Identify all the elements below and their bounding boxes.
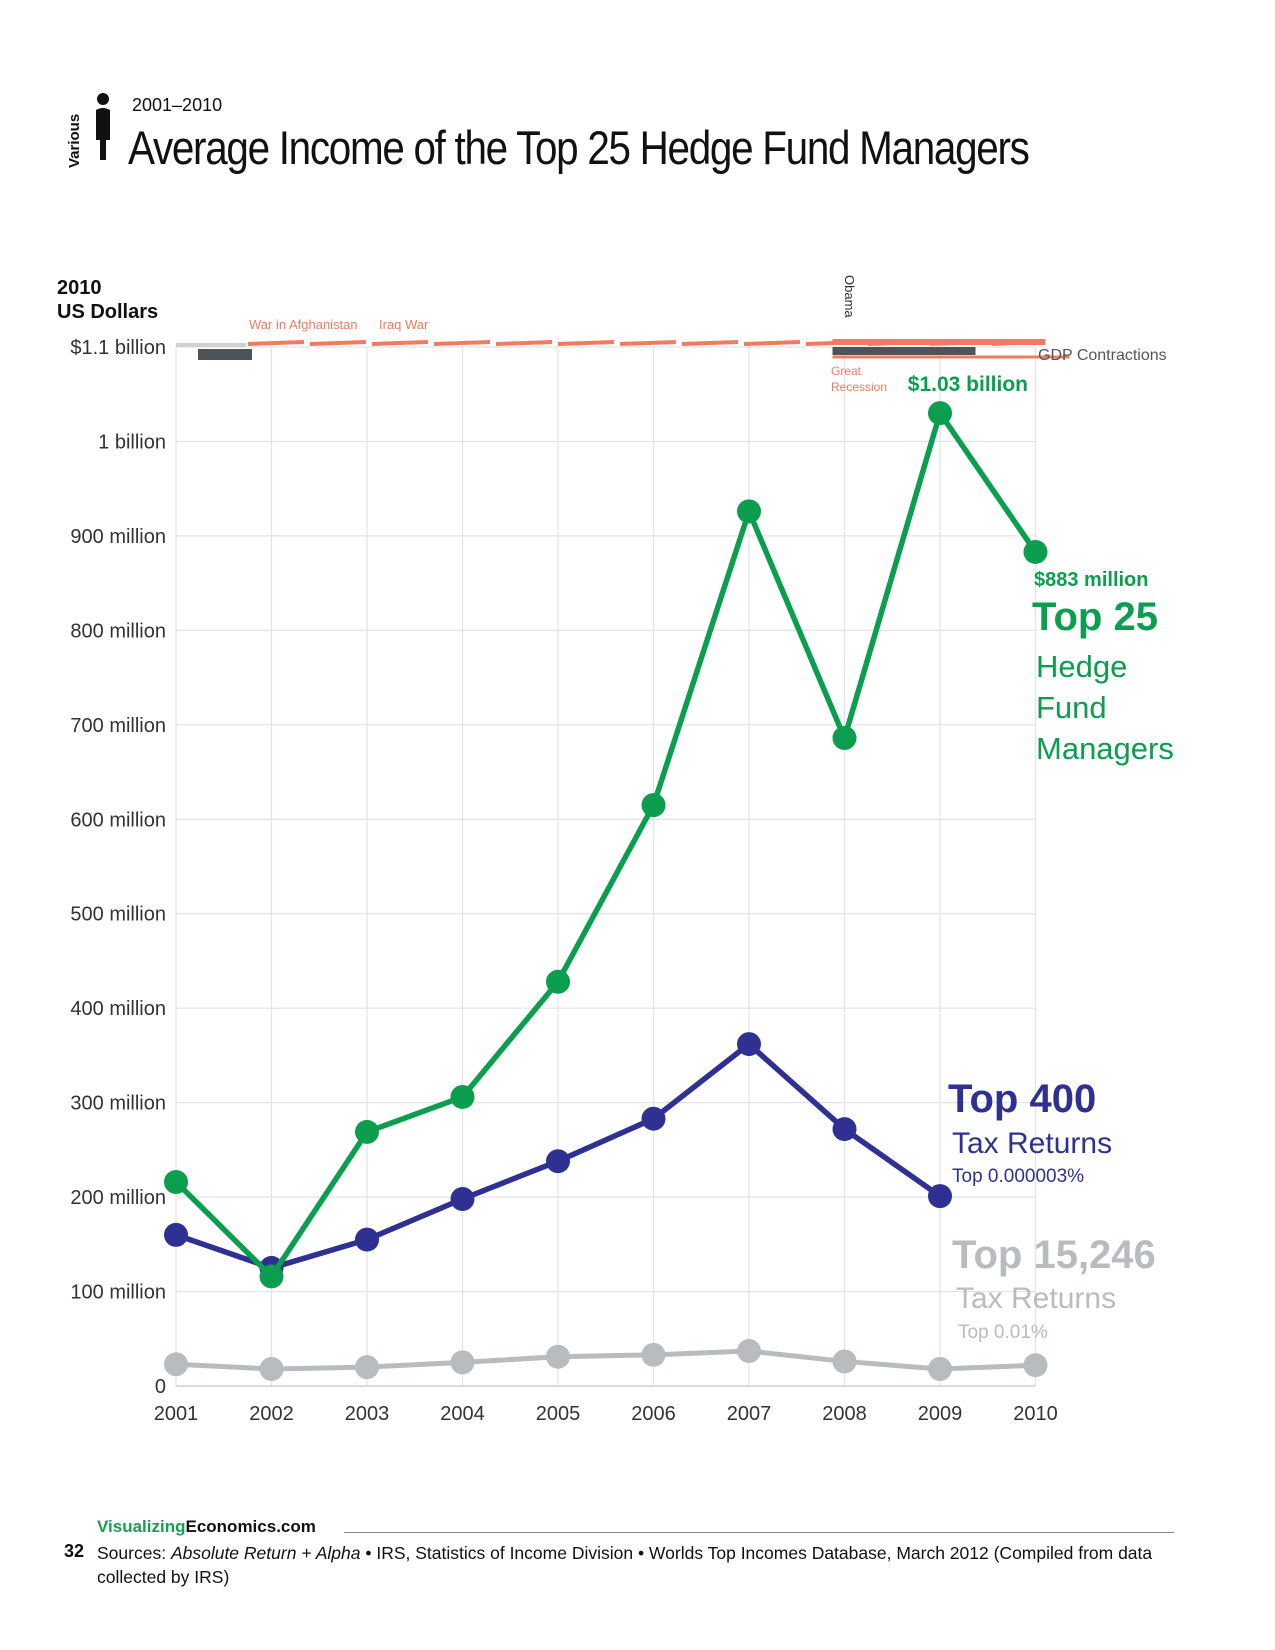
war-period-bar <box>371 340 429 346</box>
data-point-top15246 <box>928 1356 952 1381</box>
president-bar <box>832 347 976 355</box>
recession-label: Great <box>831 364 862 378</box>
x-tick-label: 2006 <box>631 1403 676 1425</box>
data-point-top400 <box>355 1227 379 1252</box>
war-label: War in Afghanistan <box>249 317 358 332</box>
president-label: Obama <box>842 275 857 318</box>
war-period-bar <box>433 340 491 346</box>
data-label: $1.03 billion <box>908 373 1028 396</box>
war-period-bar <box>557 340 615 346</box>
series-label-hedge: Fund <box>1036 690 1107 725</box>
president-bar <box>198 349 252 360</box>
y-tick-label: 200 million <box>70 1187 166 1209</box>
war-label: Iraq War <box>379 317 429 332</box>
y-axis-title: US Dollars <box>57 301 158 323</box>
data-point-top400 <box>450 1186 475 1211</box>
x-tick-label: 2007 <box>727 1403 772 1425</box>
war-period-bar <box>247 340 305 346</box>
data-point-top15246 <box>259 1356 284 1381</box>
data-point-top15246 <box>641 1342 666 1367</box>
series-label-top400: Top 400 <box>948 1077 1096 1121</box>
data-point-hedge <box>832 726 857 751</box>
data-point-top15246 <box>546 1344 570 1369</box>
y-tick-label: 700 million <box>70 715 166 737</box>
data-point-hedge <box>928 401 952 426</box>
data-point-top15246 <box>1023 1353 1048 1378</box>
x-tick-label: 2001 <box>154 1403 199 1425</box>
data-point-hedge <box>737 499 761 524</box>
series-label-top400: Top 0.000003% <box>952 1166 1084 1187</box>
y-tick-label: 900 million <box>70 526 166 548</box>
gdp-label: GDP Contractions <box>1038 347 1167 364</box>
data-point-top400 <box>641 1106 666 1131</box>
data-point-top400 <box>928 1184 952 1209</box>
series-label-top15246: Top 0.01% <box>958 1322 1048 1343</box>
data-point-top15246 <box>832 1349 857 1374</box>
y-tick-label: 600 million <box>70 809 166 831</box>
x-tick-label: 2002 <box>249 1403 294 1425</box>
x-tick-label: 2009 <box>918 1403 963 1425</box>
person-icon <box>96 93 110 160</box>
data-point-hedge <box>641 793 666 818</box>
x-tick-label: 2004 <box>440 1403 485 1425</box>
data-point-hedge <box>164 1169 188 1194</box>
series-line-hedge <box>174 410 1038 1280</box>
war-period-bar <box>619 340 677 346</box>
x-tick-label: 2005 <box>536 1403 581 1425</box>
data-point-hedge <box>1023 539 1048 564</box>
x-tick-label: 2010 <box>1013 1403 1058 1425</box>
y-tick-label: 400 million <box>70 998 166 1020</box>
y-tick-label: 0 <box>155 1376 166 1398</box>
x-tick-label: 2008 <box>822 1403 867 1425</box>
data-point-hedge <box>355 1119 379 1144</box>
footer-rule <box>344 1532 1174 1533</box>
data-point-top15246 <box>164 1352 188 1377</box>
y-tick-label: 1 billion <box>98 431 166 453</box>
war-period-bar <box>743 340 801 346</box>
data-point-top400 <box>546 1149 570 1174</box>
series-line-top15246 <box>175 1348 1036 1372</box>
y-axis-title: 2010 <box>57 277 102 299</box>
page-title: Average Income of the Top 25 Hedge Fund … <box>128 121 1030 174</box>
line-chart: 0 100 million 200 million 300 million 400 mi… <box>57 275 1174 1425</box>
data-point-top15246 <box>355 1355 379 1380</box>
war-period-bar <box>681 340 739 346</box>
y-tick-label: 300 million <box>70 1093 166 1115</box>
series-label-hedge: Top 25 <box>1032 595 1158 639</box>
war-period-bar <box>309 340 367 346</box>
y-tick-label: 500 million <box>70 904 166 926</box>
data-point-top15246 <box>450 1350 475 1375</box>
data-point-top400 <box>832 1117 857 1142</box>
sources-text: Sources: Absolute Return + Alpha • IRS, … <box>97 1543 1153 1587</box>
series-label-hedge: Hedge <box>1036 649 1127 684</box>
recession-label: Recession <box>831 380 887 394</box>
footer-brand: VisualizingEconomics.com <box>97 1517 316 1536</box>
data-point-hedge <box>546 969 570 994</box>
war-period-bar <box>495 340 553 346</box>
data-point-top400 <box>164 1222 188 1247</box>
data-point-top15246 <box>737 1339 761 1364</box>
y-tick-label: 800 million <box>70 620 166 642</box>
series-label-top15246: Top 15,246 <box>952 1233 1156 1277</box>
series-label-top400: Tax Returns <box>952 1127 1112 1160</box>
series-label-hedge: Managers <box>1036 731 1174 766</box>
y-tick-label: 100 million <box>70 1282 166 1304</box>
x-tick-label: 2003 <box>345 1403 390 1425</box>
page-number: 32 <box>64 1541 85 1561</box>
data-point-hedge <box>450 1084 475 1109</box>
y-tick-label: $1.1 billion <box>70 337 166 359</box>
data-label: $883 million <box>1034 569 1149 591</box>
year-range: 2001–2010 <box>132 95 223 115</box>
data-point-hedge <box>259 1264 284 1289</box>
data-point-top400 <box>737 1032 761 1057</box>
series-label-top15246: Tax Returns <box>956 1282 1116 1315</box>
